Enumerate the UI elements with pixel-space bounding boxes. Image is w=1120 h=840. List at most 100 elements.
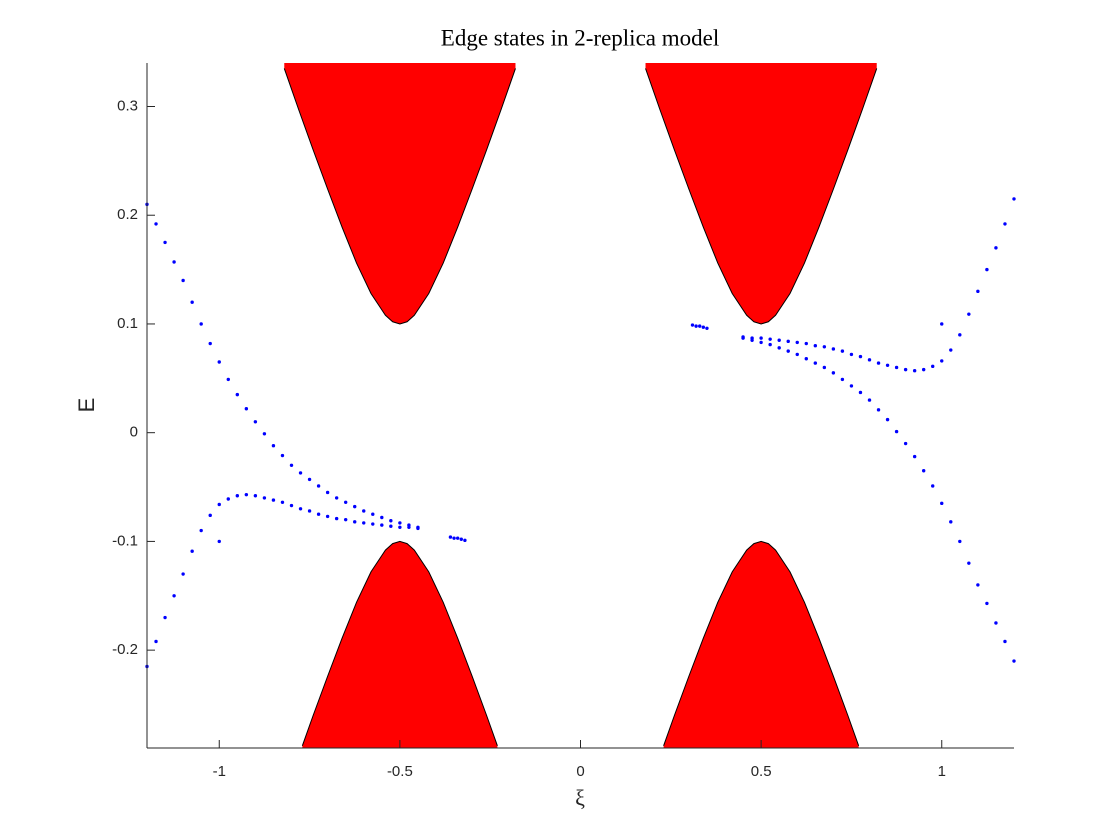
data-point [190,549,194,553]
data-point [325,490,330,495]
data-point [235,494,240,498]
y-tick-label: 0.2 [117,206,138,223]
data-point [416,526,420,531]
data-point [208,341,212,346]
data-point [795,352,799,357]
y-tick-label: 0.3 [117,97,138,114]
data-point [976,583,980,587]
data-point [940,322,944,326]
data-point [958,539,962,544]
band-area [645,63,877,324]
data-point [786,339,790,344]
y-tick-label: -0.2 [112,641,138,658]
data-point [289,463,294,468]
data-point [705,326,709,331]
data-point [226,497,230,501]
data-point [199,528,203,533]
data-point [353,520,357,524]
data-point [795,340,799,345]
data-point [985,601,989,606]
data-point [316,484,321,488]
data-point [867,398,872,402]
data-point [380,523,384,527]
band-edge [663,540,860,746]
data-point [777,346,781,350]
data-point [307,509,312,513]
data-point [849,352,854,357]
data-point [876,408,881,412]
data-point [334,496,339,500]
x-tick-label: 0 [576,763,584,780]
y-axis-label: E [74,398,99,413]
data-point [894,365,899,370]
data-point [759,340,763,345]
data-point [831,347,836,351]
data-point [298,507,303,511]
data-point [217,539,221,544]
data-point [172,594,176,598]
band-edge [283,68,516,325]
data-point [389,524,393,528]
data-point [325,514,330,519]
data-point [244,407,249,411]
data-point [885,363,890,367]
data-point [262,496,267,500]
data-point [858,390,863,395]
data-point [894,429,899,434]
data-point [912,369,917,373]
data-point [903,367,908,372]
data-point [698,324,702,328]
data-point [849,384,854,388]
data-point [1003,639,1007,644]
data-point [759,336,763,340]
x-tick-label: 1 [938,763,946,780]
data-point [701,325,706,329]
data-point [455,536,460,540]
data-point [289,503,294,508]
data-point [362,521,366,525]
x-tick-label: -0.5 [387,763,413,780]
data-point [949,520,953,524]
data-point [768,342,772,347]
data-point [190,300,194,304]
data-point [217,360,221,364]
band-area [663,541,859,748]
band-area [302,541,498,748]
data-point [244,492,249,497]
data-point [912,454,917,459]
x-tick-label: -1 [213,763,226,780]
data-point [181,278,185,283]
data-point [253,420,258,424]
data-point [967,312,971,316]
data-point [690,323,695,327]
data-point [235,392,240,397]
data-point [967,561,971,565]
data-point [353,504,357,509]
data-point [694,324,698,328]
data-point [217,502,221,507]
data-point [172,260,176,264]
chart-title: Edge states in 2-replica model [441,25,719,50]
data-point [921,367,926,372]
data-point [208,513,212,518]
data-point [804,341,808,346]
data-point [931,484,935,488]
data-point [398,525,402,529]
data-point [949,348,953,352]
band-edge [301,540,498,746]
data-point [858,354,863,359]
data-point [154,222,158,226]
x-tick-label: 0.5 [751,763,772,780]
data-point [741,335,745,339]
data-point [163,240,167,245]
data-point [280,500,285,504]
data-point [931,364,935,369]
x-axis-label: ξ [575,785,585,810]
data-point [777,338,781,342]
data-point [307,477,312,482]
y-tick-label: 0.1 [117,315,138,332]
data-point [343,517,348,522]
data-point [813,361,818,365]
data-point [199,322,203,326]
